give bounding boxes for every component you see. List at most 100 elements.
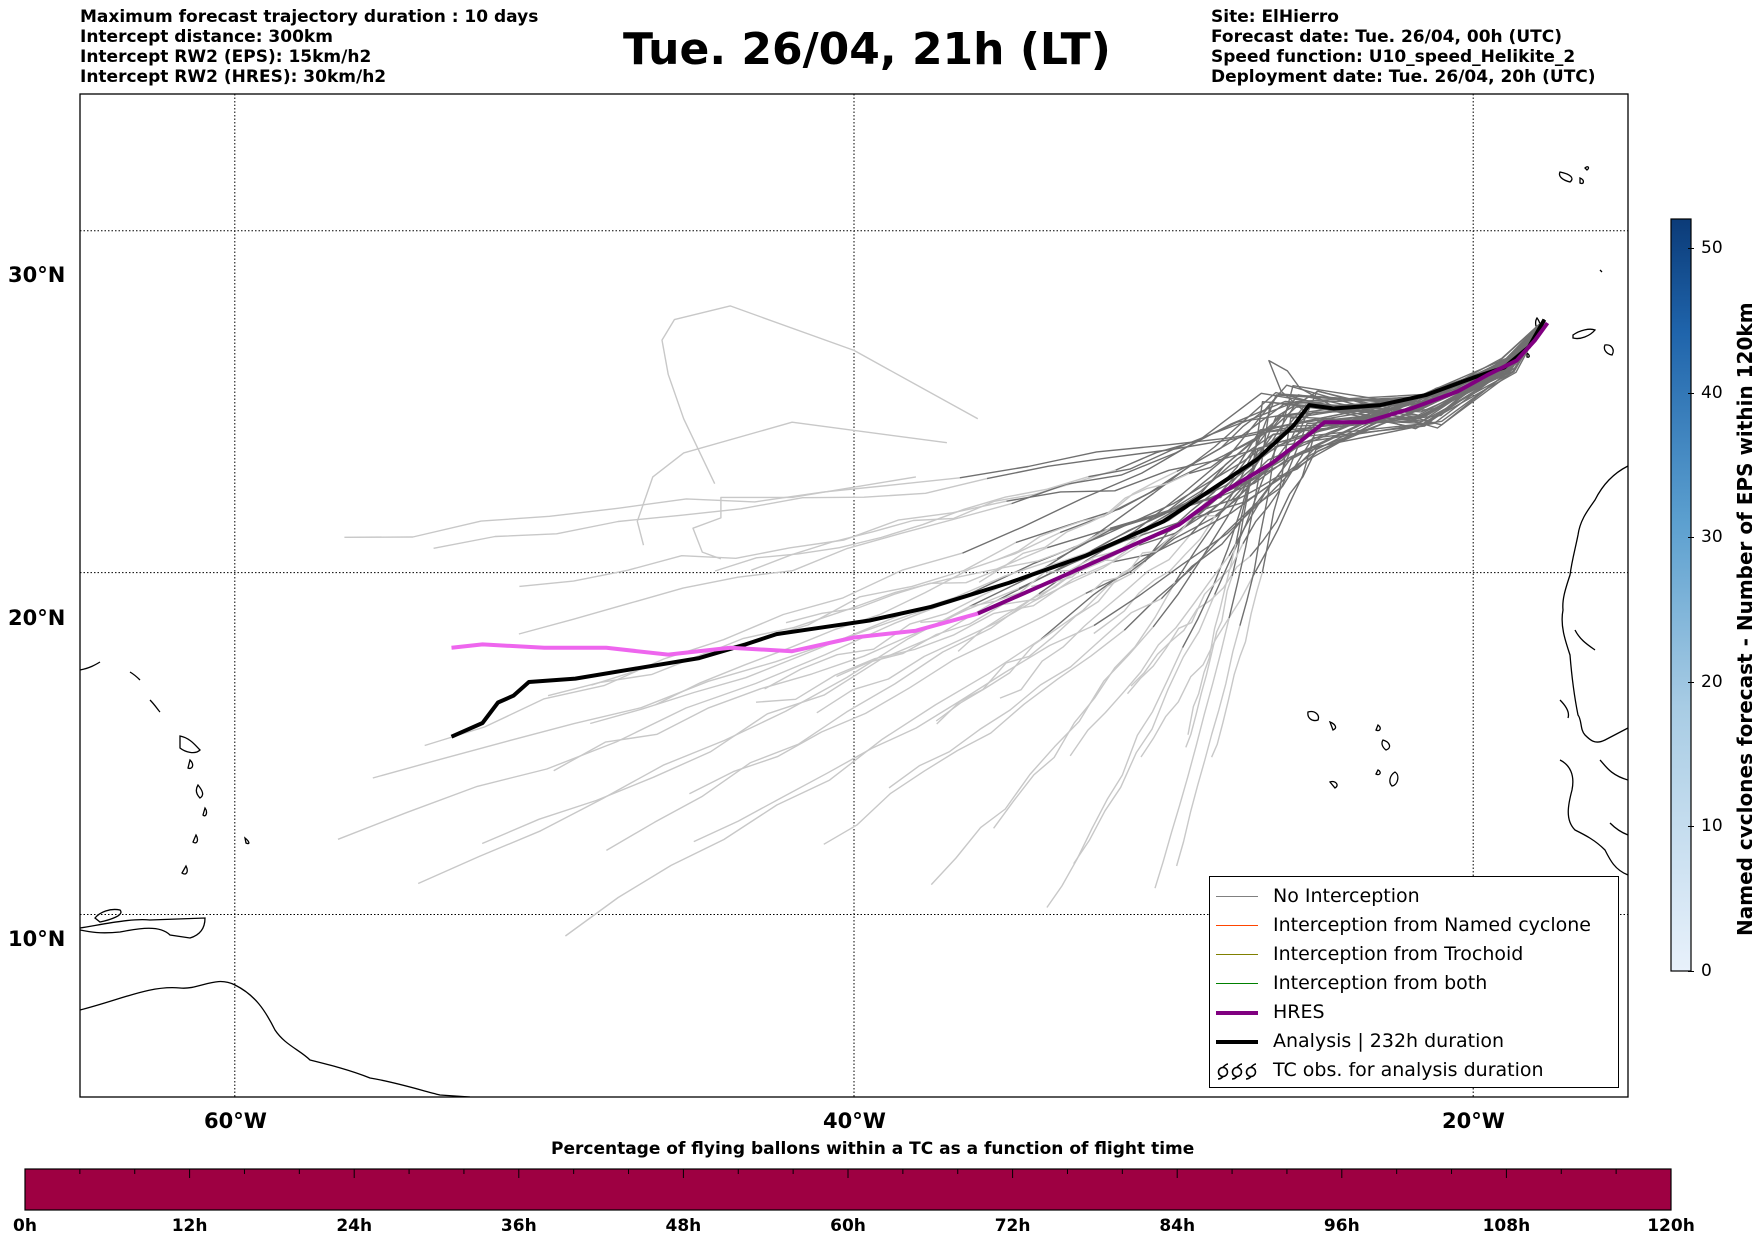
ensemble-trajectory-far: [1185, 575, 1233, 748]
colorbar-tick-label: 40: [1701, 382, 1723, 403]
lat-label-30: 30°N: [8, 263, 66, 287]
legend-swatch: [1216, 1040, 1258, 1044]
ensemble-trajectory-far: [433, 477, 988, 549]
colorbar-tick-mark: [1688, 537, 1694, 539]
ensemble-trajectory-near: [1214, 319, 1545, 595]
ensemble-trajectory-far: [1046, 647, 1184, 908]
ensemble-trajectory-far: [1187, 543, 1237, 735]
analysis-trajectory: [450, 318, 1547, 739]
legend-swatch: [1216, 1011, 1258, 1015]
ensemble-trajectory-outlier: [692, 476, 917, 560]
ensemble-trajectory-near: [1093, 319, 1545, 627]
legend-swatch: [1216, 954, 1258, 955]
ensemble-trajectory-near: [959, 319, 1545, 479]
header-left-line: Intercept distance: 300km: [80, 27, 333, 47]
ensemble-trajectory-near: [1040, 319, 1545, 640]
caribbean-islands: [80, 661, 250, 939]
timebar-tick-label: 36h: [500, 1216, 537, 1236]
ensemble-trajectory-far: [920, 531, 1145, 623]
colorbar-tick-mark: [1688, 392, 1694, 394]
ensemble-trajectory-far: [344, 477, 960, 538]
legend-label: No Interception: [1273, 885, 1420, 907]
timebar-tick-label: 108h: [1482, 1216, 1531, 1236]
ensemble-trajectory-far: [993, 581, 1176, 829]
timebar-title: Percentage of flying ballons within a TC…: [551, 1139, 1195, 1159]
legend-label: Interception from Named cyclone: [1273, 914, 1591, 936]
ensemble-trajectory-far: [816, 544, 1140, 714]
south-america-coast: [80, 980, 471, 1097]
colorbar-tick-mark: [1688, 826, 1694, 828]
ensemble-trajectory-far: [1130, 555, 1251, 687]
legend-label: Interception from both: [1273, 972, 1488, 994]
timebar-tick-label: 0h: [13, 1216, 37, 1236]
legend-item-both: Interception from both: [1210, 969, 1618, 998]
colorbar-tick-label: 10: [1701, 816, 1723, 837]
ensemble-trajectory-far: [1093, 500, 1232, 635]
ensemble-trajectory-near: [1152, 319, 1545, 628]
ensemble-trajectory-far: [888, 598, 1162, 789]
ensemble-trajectory-far: [1154, 617, 1230, 889]
timebar-tick-label: 24h: [336, 1216, 373, 1236]
map-gridlines: [80, 94, 1628, 1097]
ensemble-trajectory-far: [1069, 555, 1230, 757]
header-right-line: Speed function: U10_speed_Helikite_2: [1211, 47, 1576, 67]
lon-label-20w: 20°W: [1442, 1109, 1505, 1133]
timebar-tick-label: 48h: [665, 1216, 702, 1236]
legend-label: Interception from Trochoid: [1273, 943, 1524, 965]
legend-label: TC obs. for analysis duration: [1273, 1059, 1544, 1081]
cyclone-icon: [1217, 1063, 1257, 1080]
legend-item-no-interception: No Interception: [1210, 882, 1618, 911]
lat-label-20: 20°N: [8, 606, 66, 630]
ensemble-trajectory-outlier: [1268, 359, 1332, 416]
ensemble-trajectory-far: [996, 472, 1190, 561]
cyclone-colorbar: [1670, 218, 1692, 972]
timebar: [24, 1168, 1672, 1211]
colorbar-tick-label: 0: [1701, 961, 1712, 981]
ensemble-trajectory-far: [823, 629, 1125, 845]
ensemble-trajectory-far: [1073, 594, 1216, 864]
ensemble-trajectory-far: [836, 542, 1137, 678]
ensemble-trajectory-far: [1210, 572, 1264, 758]
ensemble-trajectory-near: [1176, 319, 1545, 473]
ensemble-trajectory-far: [590, 558, 1058, 725]
legend: No Interception Interception from Named …: [1209, 876, 1619, 1088]
ensemble-trajectory-far: [606, 593, 1040, 852]
ensemble-trajectory-far: [424, 552, 963, 747]
ensemble-trajectory-far: [553, 587, 1020, 772]
lon-label-60w: 60°W: [204, 1109, 267, 1133]
timebar-tick-label: 12h: [171, 1216, 208, 1236]
legend-item-named-cyclone: Interception from Named cyclone: [1210, 911, 1618, 940]
header-left-line: Maximum forecast trajectory duration : 1…: [80, 7, 539, 27]
ensemble-trajectory-far: [714, 476, 1089, 572]
legend-swatch: [1216, 896, 1258, 897]
ensemble-trajectory-far: [999, 534, 1191, 699]
header-left-line: Intercept RW2 (HRES): 30km/h2: [80, 67, 387, 87]
hres-trajectory: [976, 321, 1550, 616]
chart-title: Tue. 26/04, 21h (LT): [623, 24, 1111, 75]
ensemble-trajectory-far: [1140, 576, 1254, 758]
header-right: Site: ElHierro Forecast date: Tue. 26/04…: [1211, 7, 1596, 87]
ensemble-trajectory-near: [1138, 319, 1545, 546]
header-right-line: Deployment date: Tue. 26/04, 20h (UTC): [1211, 67, 1596, 87]
ensemble-trajectory-far: [930, 626, 1154, 886]
ensemble-trajectory-near: [1235, 319, 1545, 544]
ensemble-trajectory-far: [519, 500, 1007, 588]
ensemble-trajectories: [337, 305, 1546, 937]
timebar-tick-label: 96h: [1323, 1216, 1360, 1236]
madeira-azores: [1558, 166, 1603, 273]
cape-verde: [1307, 710, 1399, 789]
ensemble-trajectory-far: [936, 561, 1146, 725]
ensemble-trajectory-far: [1175, 625, 1241, 867]
ensemble-trajectory-far: [564, 638, 1042, 937]
ensemble-trajectory-near: [1231, 319, 1545, 577]
ensemble-trajectory-near: [1109, 319, 1545, 529]
ensemble-trajectory-far: [785, 527, 1111, 624]
africa-coast: [1559, 465, 1628, 876]
legend-item-tc-obs: TC obs. for analysis duration: [1210, 1056, 1618, 1085]
ensemble-trajectory-near: [1047, 319, 1545, 549]
timebar-tick-label: 84h: [1159, 1216, 1196, 1236]
timebar-tick-label: 60h: [830, 1216, 866, 1236]
colorbar-tick-label: 50: [1701, 237, 1723, 258]
header-left: Maximum forecast trajectory duration : 1…: [80, 7, 538, 87]
